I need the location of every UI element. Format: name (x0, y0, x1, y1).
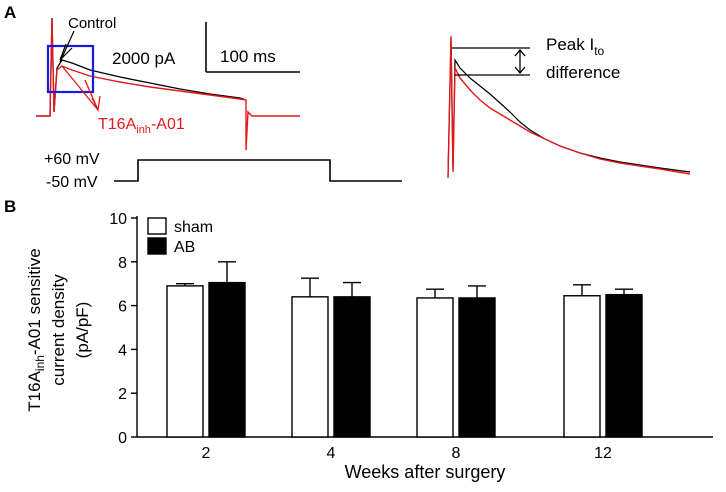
voltage-protocol (114, 159, 402, 182)
legend-swatch-ab (147, 237, 167, 255)
x-ticks: 2 4 8 12 (202, 445, 612, 462)
x-axis-title: Weeks after surgery (345, 462, 506, 482)
legend: sham AB (147, 217, 213, 256)
legend-swatch-sham (147, 217, 167, 235)
bar-ab-12 (605, 293, 643, 438)
bar-ab-2 (208, 281, 246, 438)
x-tick-label-2: 8 (452, 445, 461, 462)
peak-difference-marker (452, 47, 530, 76)
drug-label: T16Ainh-A01 (98, 116, 185, 136)
y-tick-label-4: 8 (118, 255, 127, 272)
bar-sham-4 (291, 296, 329, 438)
control-label: Control (68, 15, 116, 32)
bars (166, 261, 643, 438)
y-tick-label-1: 2 (118, 386, 127, 403)
bar-sham-2 (166, 285, 204, 438)
y-axis-title: T16Ainh-A01 sensitive current density (p… (25, 248, 92, 411)
x-tick-label-1: 4 (327, 445, 336, 462)
y-tick-label-5: 10 (109, 211, 127, 228)
zoom-box (46, 44, 95, 94)
bar-sham-12 (563, 295, 601, 438)
y-axis-title-line1: T16Ainh-A01 sensitive (25, 248, 47, 411)
y-ticks: 0 2 4 6 8 10 (109, 211, 137, 447)
legend-label-ab: AB (174, 239, 195, 256)
y-axis-title-line2: current density (49, 274, 68, 386)
panel-b-label: B (4, 197, 16, 216)
bar-ab-4 (333, 296, 371, 438)
drug-arrows (61, 65, 101, 113)
y-tick-label-0: 0 (118, 430, 127, 447)
left-traces (36, 17, 300, 151)
legend-label-sham: sham (174, 219, 213, 236)
voltage-high-label: +60 mV (44, 151, 100, 168)
right-traces (447, 35, 691, 179)
control-trace-right (447, 37, 691, 177)
y-tick-label-2: 4 (118, 342, 127, 359)
peak-label-line2: difference (546, 63, 620, 82)
scale-current-label: 2000 pA (112, 49, 176, 68)
y-axis-title-line3: (pA/pF) (73, 302, 92, 359)
voltage-low-label: -50 mV (46, 174, 98, 191)
peak-label-line1: Peak Ito (546, 35, 605, 58)
bar-ab-8 (458, 297, 496, 438)
scale-bar (205, 22, 300, 73)
x-tick-label-0: 2 (202, 445, 211, 462)
panel-a-label: A (4, 3, 16, 22)
drug-trace-left (36, 17, 300, 151)
control-arrow (59, 30, 75, 63)
bar-sham-8 (416, 297, 454, 438)
y-tick-label-3: 6 (118, 299, 127, 316)
x-tick-label-3: 12 (594, 445, 612, 462)
drug-trace-right (447, 35, 691, 179)
scale-time-label: 100 ms (220, 47, 276, 66)
